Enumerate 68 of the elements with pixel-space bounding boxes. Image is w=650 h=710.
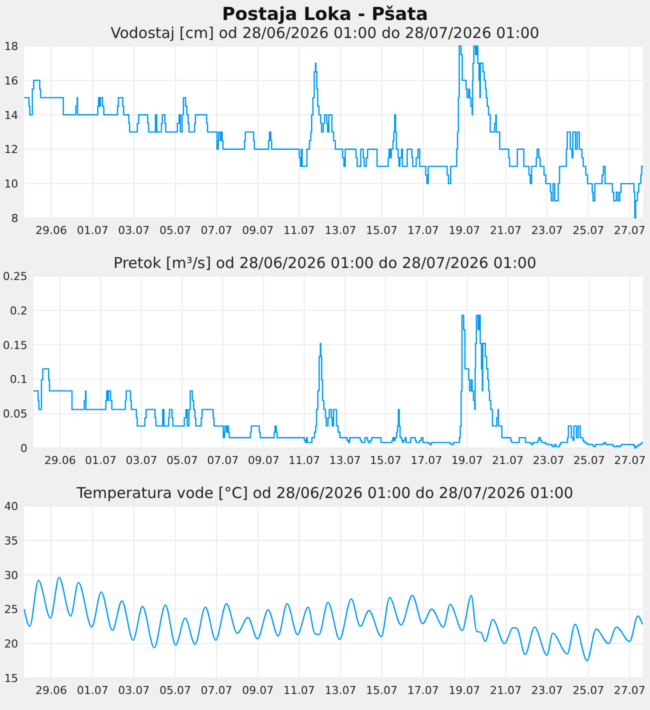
- x-tick-label: 29.06: [36, 684, 68, 697]
- x-tick-label: 25.07: [573, 454, 605, 467]
- x-tick-label: 25.07: [572, 224, 604, 237]
- x-tick-label: 19.07: [448, 684, 480, 697]
- x-tick-label: 23.07: [531, 684, 563, 697]
- y-tick-label: 14: [4, 108, 18, 122]
- y-tick-label: 0.25: [2, 270, 28, 283]
- line-series: [24, 576, 644, 662]
- x-tick-label: 11.07: [288, 454, 320, 467]
- x-tick-label: 13.07: [329, 454, 361, 467]
- y-tick-label: 35: [4, 534, 18, 548]
- y-tick-label: 8: [11, 212, 18, 225]
- y-tick-label: 0.15: [2, 338, 28, 352]
- x-tick-label: 03.07: [118, 224, 150, 237]
- x-tick-label: 17.07: [407, 684, 439, 697]
- x-tick-label: 07.07: [207, 454, 239, 467]
- y-tick-label: 0.1: [10, 373, 28, 386]
- x-tick-label: 11.07: [283, 684, 315, 697]
- x-tick-label: 03.07: [118, 684, 150, 697]
- x-tick-label: 25.07: [572, 684, 604, 697]
- x-tick-label: 29.06: [36, 224, 68, 237]
- x-tick-label: 09.07: [242, 684, 274, 697]
- y-tick-label: 20: [4, 638, 18, 651]
- x-tick-label: 11.07: [283, 224, 315, 237]
- y-tick-label: 0.2: [10, 304, 28, 318]
- x-tick-label: 27.07: [614, 684, 646, 697]
- y-tick-label: 30: [4, 568, 18, 582]
- chart-title: Pretok [m³/s] od 28/06/2026 01:00 do 28/07/2026 01:00: [114, 254, 536, 272]
- x-tick-label: 19.07: [451, 454, 483, 467]
- x-tick-label: 03.07: [126, 454, 158, 467]
- x-tick-label: 15.07: [366, 684, 398, 697]
- x-tick-label: 01.07: [85, 454, 117, 467]
- x-tick-label: 01.07: [76, 224, 108, 237]
- x-tick-label: 13.07: [324, 224, 356, 237]
- x-tick-label: 23.07: [531, 224, 563, 237]
- y-tick-label: 12: [4, 143, 18, 156]
- x-tick-label: 09.07: [248, 454, 280, 467]
- y-tick-label: 18: [4, 40, 18, 53]
- y-tick-label: 15: [4, 672, 18, 685]
- y-tick-label: 0: [20, 442, 28, 455]
- x-tick-label: 21.07: [492, 454, 524, 467]
- x-tick-label: 27.07: [614, 454, 646, 467]
- x-tick-label: 23.07: [532, 454, 564, 467]
- chart-title: Postaja Loka - Pšata: [222, 4, 428, 25]
- chart-title: Temperatura vode [°C] od 28/06/2026 01:00 do 28/07/2026 01:00: [76, 484, 574, 502]
- x-tick-label: 21.07: [490, 224, 522, 237]
- y-tick-label: 40: [4, 500, 18, 513]
- x-tick-label: 19.07: [448, 224, 480, 237]
- x-tick-label: 09.07: [242, 224, 274, 237]
- y-tick-label: 10: [4, 178, 18, 191]
- x-tick-label: 15.07: [370, 454, 402, 467]
- y-tick-label: 0.05: [2, 408, 28, 421]
- x-tick-label: 21.07: [490, 684, 522, 697]
- x-tick-label: 07.07: [200, 224, 232, 237]
- chart-subtitle: Vodostaj [cm] od 28/06/2026 01:00 do 28/07/2026 01:00: [110, 24, 540, 42]
- y-tick-label: 25: [4, 603, 18, 616]
- x-tick-label: 05.07: [159, 684, 191, 697]
- y-tick-label: 16: [4, 74, 18, 88]
- x-tick-label: 07.07: [200, 684, 232, 697]
- x-tick-label: 15.07: [366, 224, 398, 237]
- x-tick-label: 05.07: [166, 454, 198, 467]
- x-tick-label: 05.07: [159, 224, 191, 237]
- x-tick-label: 29.06: [44, 454, 76, 467]
- x-tick-label: 13.07: [324, 684, 356, 697]
- x-tick-label: 01.07: [76, 684, 108, 697]
- x-tick-label: 27.07: [614, 224, 646, 237]
- x-tick-label: 17.07: [407, 224, 439, 237]
- x-tick-label: 17.07: [410, 454, 442, 467]
